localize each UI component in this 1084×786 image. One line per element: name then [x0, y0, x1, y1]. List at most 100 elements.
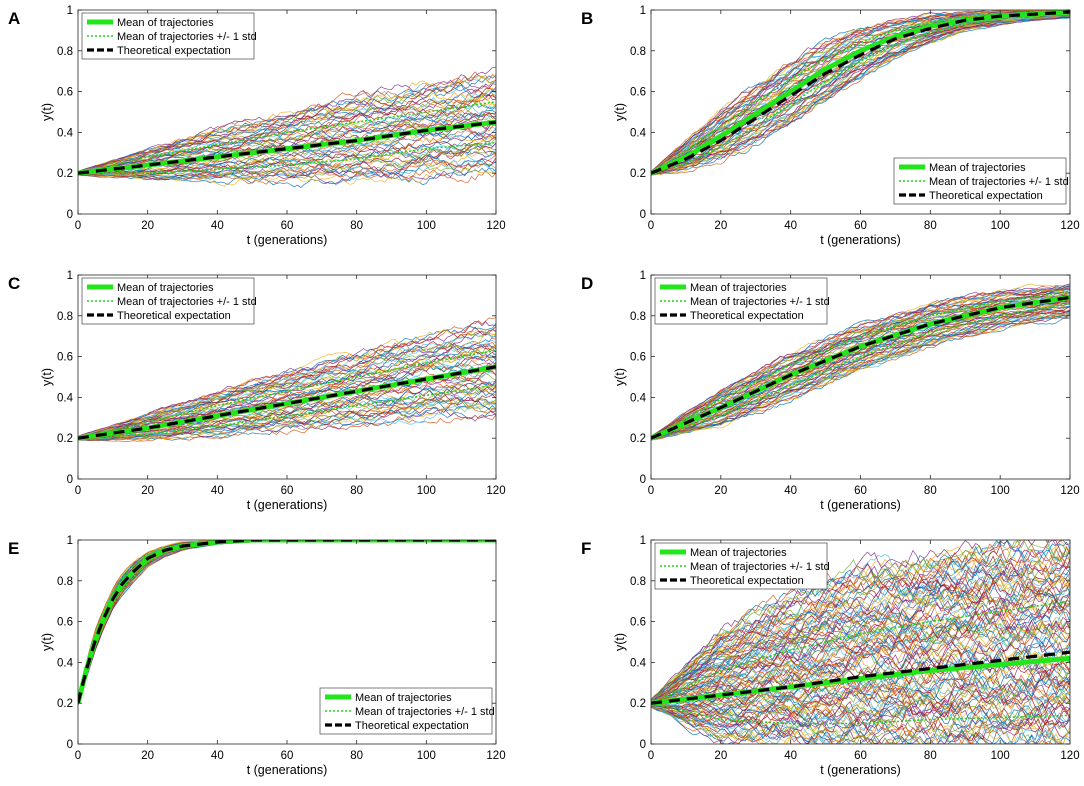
- x-axis-label: t (generations): [247, 233, 328, 247]
- trajectory-line: [651, 17, 1070, 176]
- trajectory-line: [651, 575, 1070, 702]
- trajectory-line: [78, 540, 496, 704]
- trajectory-line: [78, 341, 496, 438]
- legend-label: Mean of trajectories: [117, 282, 214, 294]
- trajectory-line: [651, 699, 1070, 737]
- trajectory-line: [651, 675, 1070, 717]
- y-tick-label: 0.6: [630, 87, 646, 99]
- trajectory-line: [651, 540, 1070, 700]
- theory-line: [651, 295, 1070, 440]
- y-tick-label: 0.8: [630, 46, 646, 58]
- trajectory-line: [651, 283, 1070, 437]
- legend-label: Mean of trajectories +/- 1 std: [929, 176, 1069, 188]
- y-tick-label: 0.2: [630, 433, 646, 445]
- trajectory-line: [651, 540, 1070, 700]
- std-lower-line: [78, 384, 496, 439]
- trajectory-line: [78, 540, 496, 705]
- y-tick-label: 0: [640, 739, 646, 751]
- trajectory-line: [78, 401, 496, 441]
- panel-letter: F: [581, 539, 591, 558]
- x-axis-label: t (generations): [247, 763, 328, 777]
- y-axis-label: y(t): [613, 633, 627, 651]
- x-tick-label: 120: [486, 220, 505, 232]
- std-lower-line: [78, 141, 496, 174]
- y-axis-label: y(t): [40, 103, 54, 121]
- x-tick-label: 0: [75, 750, 81, 762]
- x-tick-label: 20: [714, 750, 727, 762]
- y-tick-label: 0: [67, 474, 73, 486]
- y-tick-label: 0.4: [57, 657, 74, 669]
- legend-label: Theoretical expectation: [117, 310, 231, 322]
- legend-label: Theoretical expectation: [929, 190, 1043, 202]
- x-tick-label: 100: [991, 750, 1010, 762]
- legend-label: Mean of trajectories: [117, 17, 214, 29]
- legend-label: Mean of trajectories +/- 1 std: [690, 561, 830, 573]
- trajectory-line: [78, 385, 496, 440]
- theory-line: [78, 540, 496, 704]
- x-tick-label: 60: [281, 220, 294, 232]
- trajectory-line: [651, 546, 1070, 701]
- y-tick-label: 0.8: [630, 576, 646, 588]
- plot-content: [651, 283, 1070, 441]
- x-tick-label: 80: [924, 220, 937, 232]
- x-tick-label: 120: [1060, 750, 1079, 762]
- trajectory-line: [78, 394, 496, 440]
- legend: Mean of trajectories Mean of trajectories…: [654, 542, 830, 590]
- trajectory-line: [651, 10, 1070, 172]
- y-tick-label: 0: [640, 209, 646, 221]
- trajectory-line: [78, 345, 496, 438]
- trajectory-line: [78, 167, 496, 188]
- trajectory-line: [651, 540, 1070, 700]
- trajectory-line: [651, 311, 1070, 440]
- y-axis-label: y(t): [40, 633, 54, 651]
- y-tick-label: 1: [640, 535, 646, 547]
- legend-label: Theoretical expectation: [355, 720, 469, 732]
- x-tick-label: 40: [211, 750, 224, 762]
- y-tick-label: 0.6: [57, 87, 73, 99]
- x-tick-label: 40: [784, 750, 797, 762]
- theory-line: [78, 120, 496, 175]
- y-tick-label: 0.6: [57, 617, 73, 629]
- x-tick-label: 20: [714, 485, 727, 497]
- trajectory-line: [78, 414, 496, 442]
- x-tick-label: 80: [924, 485, 937, 497]
- trajectory-line: [78, 408, 496, 441]
- std-upper-line: [651, 10, 1070, 174]
- mean-line: [78, 364, 496, 441]
- x-tick-label: 100: [991, 220, 1010, 232]
- legend: Mean of trajectories Mean of trajectories…: [654, 277, 830, 325]
- y-tick-label: 1: [640, 5, 646, 17]
- trajectory-line: [651, 285, 1070, 437]
- trajectory-line: [651, 289, 1070, 438]
- plot-content: [651, 540, 1070, 744]
- trajectory-line: [651, 701, 1070, 744]
- trajectory-line: [651, 601, 1070, 703]
- y-axis-label: y(t): [613, 103, 627, 121]
- trajectory-line: [651, 289, 1070, 438]
- y-tick-label: 0.8: [630, 311, 646, 323]
- x-tick-label: 100: [417, 485, 436, 497]
- y-tick-label: 1: [640, 270, 646, 282]
- x-tick-label: 0: [75, 485, 81, 497]
- trajectory-line: [78, 169, 496, 185]
- trajectory-line: [78, 540, 496, 702]
- trajectory-line: [78, 540, 496, 705]
- trajectory-line: [651, 292, 1070, 438]
- trajectory-line: [651, 556, 1070, 701]
- y-tick-label: 0: [67, 209, 73, 221]
- trajectory-line: [78, 540, 496, 705]
- legend: Mean of trajectories Mean of trajectories…: [81, 277, 257, 325]
- x-tick-label: 20: [141, 750, 154, 762]
- legend-label: Mean of trajectories +/- 1 std: [117, 31, 257, 43]
- y-axis-label: y(t): [613, 368, 627, 386]
- trajectory-line: [651, 313, 1070, 440]
- x-tick-label: 20: [714, 220, 727, 232]
- x-axis-label: t (generations): [247, 498, 328, 512]
- trajectory-line: [651, 683, 1070, 723]
- y-tick-label: 1: [67, 535, 73, 547]
- x-tick-label: 100: [991, 485, 1010, 497]
- trajectory-line: [78, 540, 496, 705]
- trajectory-line: [78, 75, 496, 172]
- std-upper-line: [78, 540, 496, 704]
